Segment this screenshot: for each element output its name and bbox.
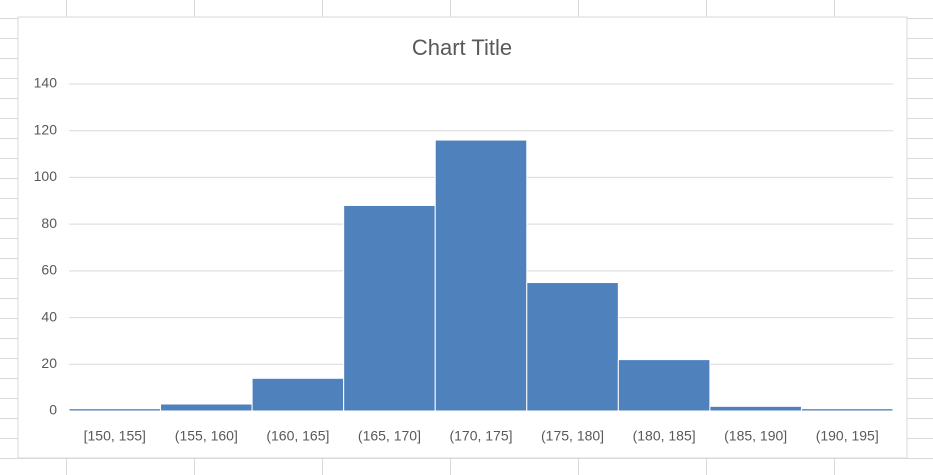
bar <box>160 403 253 412</box>
y-tick-label: 60 <box>41 262 57 278</box>
y-tick-label: 100 <box>34 168 58 184</box>
x-tick-label: (170, 175] <box>449 428 512 444</box>
x-tick-label: [150, 155] <box>84 428 146 444</box>
bar <box>617 359 711 412</box>
chart-title: Chart Title <box>412 35 512 60</box>
y-tick-label: 80 <box>41 215 57 231</box>
bar <box>434 139 528 412</box>
y-tick-label: 140 <box>34 75 58 91</box>
y-tick-label: 0 <box>49 402 57 418</box>
x-tick-label: (190, 195] <box>816 428 879 444</box>
bar <box>251 377 345 412</box>
y-tick-label: 120 <box>34 121 58 137</box>
x-tick-label: (175, 180] <box>541 428 604 444</box>
x-tick-label: (155, 160] <box>175 428 238 444</box>
bar <box>800 408 894 412</box>
bar <box>709 405 802 412</box>
y-tick-label: 20 <box>41 355 57 371</box>
y-tick-label: 40 <box>41 308 57 324</box>
bar <box>68 408 162 412</box>
x-tick-label: (180, 185] <box>633 428 696 444</box>
x-tick-label: (185, 190] <box>724 428 787 444</box>
bar <box>343 204 436 412</box>
x-tick-label: (165, 170] <box>358 428 421 444</box>
x-tick-label: (160, 165] <box>266 428 329 444</box>
bar <box>526 282 619 412</box>
